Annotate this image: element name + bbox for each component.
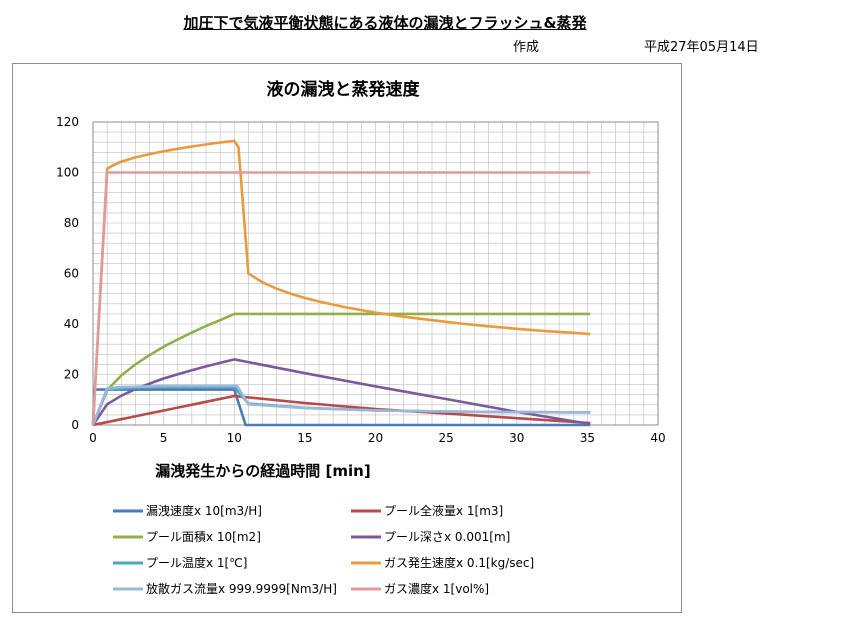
y-tick-label: 120	[56, 115, 79, 129]
legend-label: ガス濃度x 1[vol%]	[384, 581, 489, 596]
y-tick-label: 0	[71, 418, 79, 432]
x-tick-label: 35	[580, 431, 595, 445]
grid-layer	[92, 121, 659, 426]
legend-label: 漏洩速度x 10[m3/H]	[146, 503, 262, 518]
legend-label: プール面積x 10[m2]	[146, 529, 261, 544]
x-tick-label: 40	[650, 431, 665, 445]
series-line-8	[91, 171, 591, 426]
chart-svg: 液の漏洩と蒸発速度 0 5 10 15 20 25 30 35 40 0 20 40 60 80 100 12…	[56, 79, 666, 596]
x-tick-label: 15	[297, 431, 312, 445]
y-tick-label: 40	[64, 317, 79, 331]
x-tick-label: 0	[89, 431, 97, 445]
series-line-4	[91, 358, 591, 426]
series-line-2	[92, 394, 591, 427]
series-line-6	[91, 139, 591, 426]
x-tick-label: 20	[368, 431, 383, 445]
x-tick-label: 10	[227, 431, 242, 445]
legend-label: プール深さx 0.001[m]	[384, 530, 510, 544]
legend-label: 放散ガス流量x 999.9999[Nm3/H]	[146, 581, 337, 596]
series-line-7	[91, 384, 591, 426]
document-date: 平成27年05月14日	[644, 40, 759, 55]
x-tick-label: 5	[160, 431, 168, 445]
series-line-3	[91, 312, 591, 426]
x-tick-label: 30	[509, 431, 524, 445]
chart-frame: 液の漏洩と蒸発速度 0 5 10 15 20 25 30 35 40 0 20 40 60 80 100 12…	[12, 63, 682, 613]
legend-label: プール全液量x 1[m3]	[384, 503, 503, 518]
author-label: 作成	[513, 40, 540, 55]
legend-label: プール温度x 1[℃]	[146, 555, 247, 570]
series-layer	[91, 139, 591, 427]
legend: 漏洩速度x 10[m3/H] プール全液量x 1[m3] プール面積x 10[m2]…	[113, 503, 534, 596]
x-axis-label: 漏洩発生からの経過時間 [min]	[155, 462, 370, 480]
chart-title: 液の漏洩と蒸発速度	[267, 79, 421, 100]
legend-label: ガス発生速度x 0.1[kg/sec]	[384, 555, 534, 570]
y-tick-label: 20	[64, 368, 79, 382]
y-tick-label: 100	[56, 166, 79, 180]
y-tick-label: 60	[64, 267, 79, 281]
document-title: 加圧下で気液平衡状態にある液体の漏洩とフラッシュ&蒸発	[183, 14, 587, 32]
x-tick-label: 25	[438, 431, 453, 445]
y-tick-label: 80	[64, 216, 79, 230]
axis-layer: 0 5 10 15 20 25 30 35 40 0 20 40 60 80 100 120	[56, 115, 666, 445]
